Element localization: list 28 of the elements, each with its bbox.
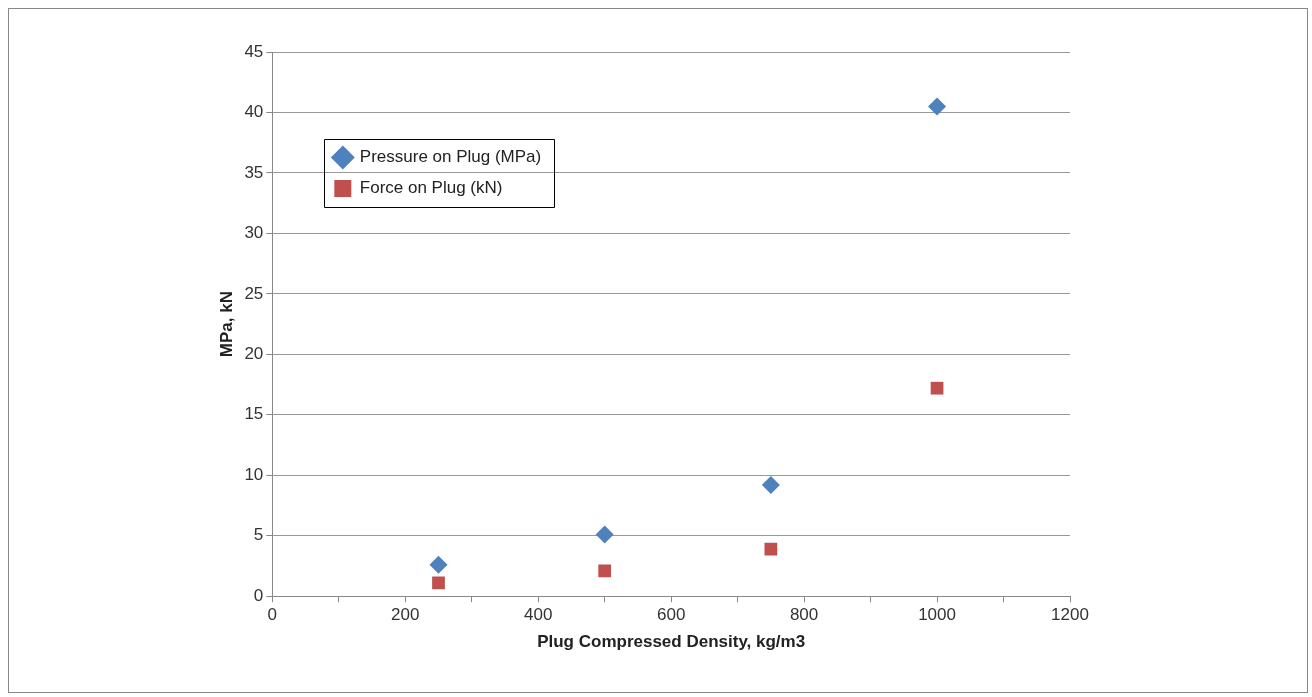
y-tick-label: 15 — [244, 404, 264, 424]
y-axis-title: MPa, kN — [216, 291, 236, 358]
x-tick-label: 800 — [789, 605, 819, 625]
point — [928, 97, 947, 116]
y-tick-label: 25 — [244, 283, 264, 303]
point — [761, 475, 780, 494]
y-tick-label: 5 — [253, 525, 264, 545]
point — [432, 576, 445, 590]
legend-label: Force on Plug (kN) — [359, 178, 503, 198]
y-tick-label: 10 — [244, 464, 264, 484]
x-tick-label: 600 — [656, 605, 686, 625]
y-tick-label: 30 — [244, 223, 264, 243]
point — [595, 525, 614, 544]
point — [598, 564, 612, 578]
x-tick-label: 400 — [524, 605, 553, 625]
point — [930, 381, 944, 395]
legend-label: Pressure on Plug (MPa) — [359, 147, 542, 167]
point — [429, 555, 448, 574]
x-tick-label: 200 — [391, 605, 420, 625]
y-tick-label: 35 — [244, 162, 264, 182]
x-tick-label: 1000 — [918, 605, 956, 625]
y-tick-label: 20 — [244, 344, 264, 364]
y-tick-label: 45 — [244, 41, 264, 61]
x-axis-title: Plug Compressed Density, kg/m3 — [537, 632, 806, 652]
x-tick-label: 1200 — [1051, 605, 1089, 625]
x-tick-label: 0 — [267, 605, 278, 625]
y-tick-label: 40 — [244, 102, 264, 122]
y-tick-label: 0 — [253, 585, 264, 605]
